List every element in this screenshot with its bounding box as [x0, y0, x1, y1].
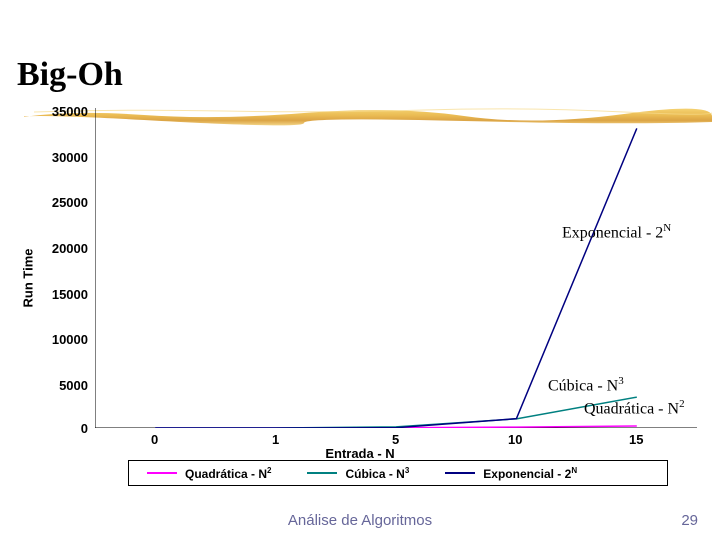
annotation-exponencial-text: Exponencial - 2 — [562, 224, 663, 241]
legend-item-cubica: Cúbica - N3 — [289, 461, 427, 485]
y-axis-label: Run Time — [21, 249, 36, 308]
footer-page-number: 29 — [681, 512, 698, 529]
xtick-5: 5 — [392, 432, 399, 447]
legend-swatch-exponencial — [445, 472, 475, 474]
legend-label-cubica: Cúbica - N3 — [345, 466, 409, 481]
ytick-10000: 10000 — [52, 332, 88, 347]
legend-sup-cubica: 3 — [405, 466, 409, 475]
legend-label-exponencial: Exponencial - 2N — [483, 466, 577, 481]
legend-text-exponencial: Exponencial - 2 — [483, 467, 571, 481]
slide-title: Big-Oh — [17, 56, 123, 94]
annotation-exponencial: Exponencial - 2N — [562, 222, 671, 242]
legend-text-cubica: Cúbica - N — [345, 467, 404, 481]
annotation-cubica-sup: 3 — [618, 375, 624, 387]
legend-swatch-cubica — [307, 472, 337, 474]
xtick-10: 10 — [508, 432, 522, 447]
annotation-quadratica: Quadrática - N2 — [584, 398, 685, 418]
annotation-quadratica-text: Quadrática - N — [584, 400, 679, 417]
annotation-quadratica-sup: 2 — [679, 398, 685, 410]
legend-item-quadratica: Quadrática - N2 — [129, 461, 289, 485]
legend-item-exponencial: Exponencial - 2N — [427, 461, 595, 485]
legend-label-quadratica: Quadrática - N2 — [185, 466, 271, 481]
xtick-1: 1 — [272, 432, 279, 447]
ytick-5000: 5000 — [59, 378, 88, 393]
ytick-25000: 25000 — [52, 195, 88, 210]
ytick-15000: 15000 — [52, 287, 88, 302]
ytick-30000: 30000 — [52, 150, 88, 165]
ytick-0: 0 — [81, 421, 88, 436]
annotation-cubica: Cúbica - N3 — [548, 375, 624, 395]
chart-legend: Quadrática - N2 Cúbica - N3 Exponencial … — [128, 460, 668, 486]
footer-center: Análise de Algoritmos — [0, 512, 720, 529]
series-cubica — [155, 397, 637, 428]
legend-swatch-quadratica — [147, 472, 177, 474]
annotation-exponencial-sup: N — [663, 222, 671, 234]
annotation-cubica-text: Cúbica - N — [548, 377, 618, 394]
legend-sup-exponencial: N — [571, 466, 577, 475]
ytick-35000: 35000 — [52, 104, 88, 119]
legend-text-quadratica: Quadrática - N — [185, 467, 267, 481]
legend-sup-quadratica: 2 — [267, 466, 271, 475]
x-axis-label: Entrada - N — [0, 446, 720, 461]
xtick-0: 0 — [151, 432, 158, 447]
ytick-20000: 20000 — [52, 241, 88, 256]
xtick-15: 15 — [629, 432, 643, 447]
